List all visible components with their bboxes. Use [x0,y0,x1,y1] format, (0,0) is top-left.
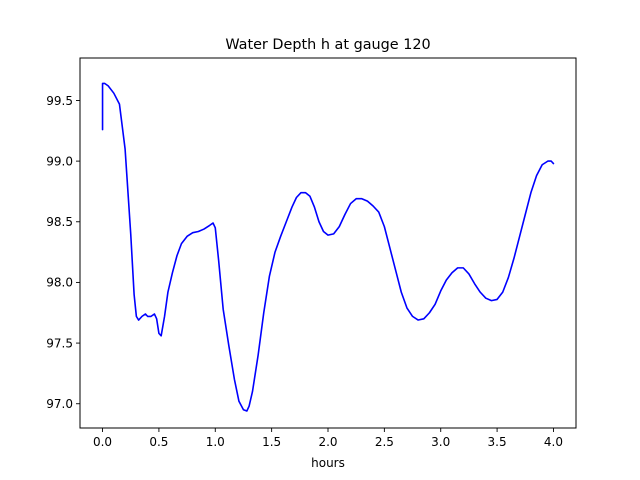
x-tick-label: 3.5 [488,435,507,449]
x-tick-label: 0.5 [149,435,168,449]
x-tick-label: 0.0 [93,435,112,449]
x-tick-label: 2.0 [318,435,337,449]
y-tick-label: 97.0 [46,397,73,411]
x-tick-label: 4.0 [544,435,563,449]
plot-area [79,57,577,429]
x-tick-label: 3.0 [431,435,450,449]
chart-title: Water Depth h at gauge 120 [225,37,430,53]
series-layer [101,82,555,412]
x-axis: 0.0 0.5 1.0 1.5 2.0 2.5 3.0 3.5 4.0 [93,428,563,449]
x-tick-label: 1.0 [206,435,225,449]
x-tick-label: 2.5 [375,435,394,449]
plot-background [80,58,576,428]
x-tick-label: 1.5 [262,435,281,449]
y-tick-label: 98.5 [46,215,73,229]
y-tick-label: 98.0 [46,276,73,290]
series-line-1 [101,82,555,412]
y-tick-label: 97.5 [46,336,73,350]
y-axis: 97.0 97.5 98.0 98.5 99.0 99.5 [46,94,80,411]
y-tick-label: 99.5 [46,94,73,108]
x-axis-label: hours [311,456,345,470]
y-tick-label: 99.0 [46,154,73,168]
